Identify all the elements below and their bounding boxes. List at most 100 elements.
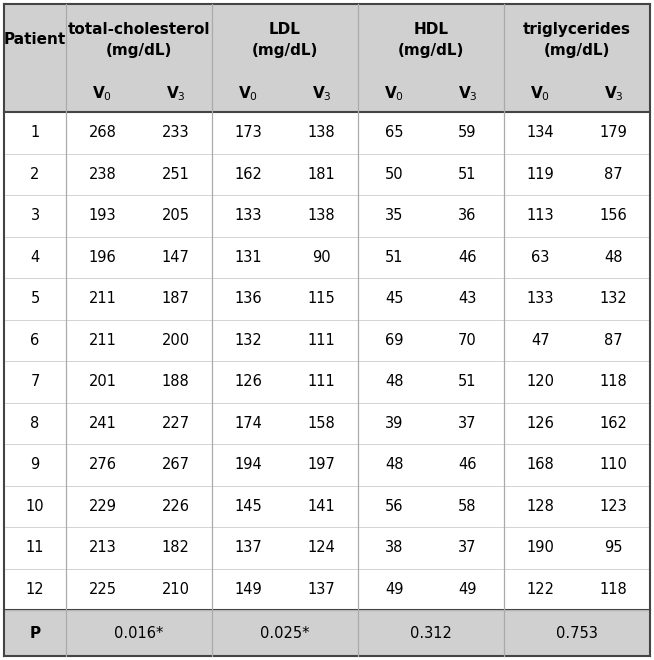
Text: triglycerides
(mg/dL): triglycerides (mg/dL) — [523, 22, 631, 58]
Text: 213: 213 — [89, 541, 116, 555]
Text: 48: 48 — [385, 374, 404, 389]
Bar — [4, 278, 650, 319]
Bar — [4, 236, 650, 278]
Text: 168: 168 — [526, 457, 555, 473]
Text: V$_0$: V$_0$ — [92, 84, 112, 104]
Text: 138: 138 — [307, 125, 336, 141]
Text: 141: 141 — [307, 499, 336, 513]
Bar — [4, 403, 650, 444]
Text: 126: 126 — [526, 416, 555, 431]
Text: 133: 133 — [526, 291, 554, 306]
Bar — [4, 444, 650, 486]
Text: 134: 134 — [526, 125, 555, 141]
Text: 4: 4 — [30, 249, 40, 265]
Text: 46: 46 — [458, 457, 477, 473]
Text: 87: 87 — [604, 167, 623, 182]
Text: 1: 1 — [30, 125, 40, 141]
Text: 188: 188 — [162, 374, 190, 389]
Text: 37: 37 — [458, 541, 477, 555]
Text: 0.753: 0.753 — [556, 626, 598, 640]
Text: 8: 8 — [30, 416, 40, 431]
Text: 193: 193 — [89, 209, 116, 223]
Text: 110: 110 — [600, 457, 627, 473]
Bar — [4, 361, 650, 403]
Text: 5: 5 — [30, 291, 40, 306]
Text: 174: 174 — [235, 416, 262, 431]
Text: 238: 238 — [89, 167, 116, 182]
Text: 0.016*: 0.016* — [114, 626, 164, 640]
Text: 162: 162 — [600, 416, 627, 431]
Text: 200: 200 — [162, 333, 190, 348]
Text: 0.025*: 0.025* — [260, 626, 310, 640]
Text: 181: 181 — [307, 167, 336, 182]
Text: 210: 210 — [162, 581, 190, 597]
Text: 227: 227 — [162, 416, 190, 431]
Text: V$_0$: V$_0$ — [385, 84, 405, 104]
Text: 128: 128 — [526, 499, 555, 513]
Text: 132: 132 — [600, 291, 627, 306]
Text: 182: 182 — [162, 541, 190, 555]
Text: 7: 7 — [30, 374, 40, 389]
Text: 137: 137 — [307, 581, 336, 597]
Text: 87: 87 — [604, 333, 623, 348]
Text: V$_3$: V$_3$ — [604, 84, 623, 104]
Text: 111: 111 — [307, 374, 336, 389]
Text: 6: 6 — [30, 333, 40, 348]
Text: 145: 145 — [235, 499, 262, 513]
Text: 0.312: 0.312 — [410, 626, 452, 640]
Text: 69: 69 — [385, 333, 404, 348]
Text: 131: 131 — [235, 249, 262, 265]
Text: 201: 201 — [88, 374, 116, 389]
Text: 138: 138 — [307, 209, 336, 223]
Bar — [4, 76, 650, 112]
Text: 10: 10 — [26, 499, 44, 513]
Text: 51: 51 — [458, 167, 477, 182]
Text: 251: 251 — [162, 167, 190, 182]
Text: 63: 63 — [531, 249, 550, 265]
Text: 3: 3 — [31, 209, 39, 223]
Text: 12: 12 — [26, 581, 44, 597]
Bar — [4, 195, 650, 236]
Text: V$_3$: V$_3$ — [311, 84, 332, 104]
Text: 46: 46 — [458, 249, 477, 265]
Text: 211: 211 — [88, 333, 116, 348]
Text: 48: 48 — [604, 249, 623, 265]
Text: 211: 211 — [88, 291, 116, 306]
Text: 267: 267 — [162, 457, 190, 473]
Text: 111: 111 — [307, 333, 336, 348]
Bar — [4, 568, 650, 610]
Text: 43: 43 — [458, 291, 477, 306]
Text: 50: 50 — [385, 167, 404, 182]
Text: 118: 118 — [600, 581, 627, 597]
Text: 39: 39 — [385, 416, 404, 431]
Text: 11: 11 — [26, 541, 44, 555]
Text: 2: 2 — [30, 167, 40, 182]
Text: 158: 158 — [307, 416, 336, 431]
Text: V$_3$: V$_3$ — [458, 84, 477, 104]
Text: 173: 173 — [235, 125, 262, 141]
Text: 59: 59 — [458, 125, 477, 141]
Text: 58: 58 — [458, 499, 477, 513]
Text: 56: 56 — [385, 499, 404, 513]
Text: 45: 45 — [385, 291, 404, 306]
Text: 190: 190 — [526, 541, 555, 555]
Text: 226: 226 — [162, 499, 190, 513]
Text: 118: 118 — [600, 374, 627, 389]
Text: 196: 196 — [89, 249, 116, 265]
Text: 48: 48 — [385, 457, 404, 473]
Text: 241: 241 — [88, 416, 116, 431]
Bar — [4, 112, 650, 154]
Text: 51: 51 — [385, 249, 404, 265]
Text: 122: 122 — [526, 581, 555, 597]
Bar — [4, 486, 650, 527]
Text: HDL
(mg/dL): HDL (mg/dL) — [398, 22, 464, 58]
Text: 70: 70 — [458, 333, 477, 348]
Text: 156: 156 — [600, 209, 627, 223]
Text: 124: 124 — [307, 541, 336, 555]
Text: 120: 120 — [526, 374, 555, 389]
Text: 51: 51 — [458, 374, 477, 389]
Bar — [4, 319, 650, 361]
Text: V$_0$: V$_0$ — [239, 84, 258, 104]
Bar — [4, 154, 650, 195]
Text: 49: 49 — [458, 581, 477, 597]
